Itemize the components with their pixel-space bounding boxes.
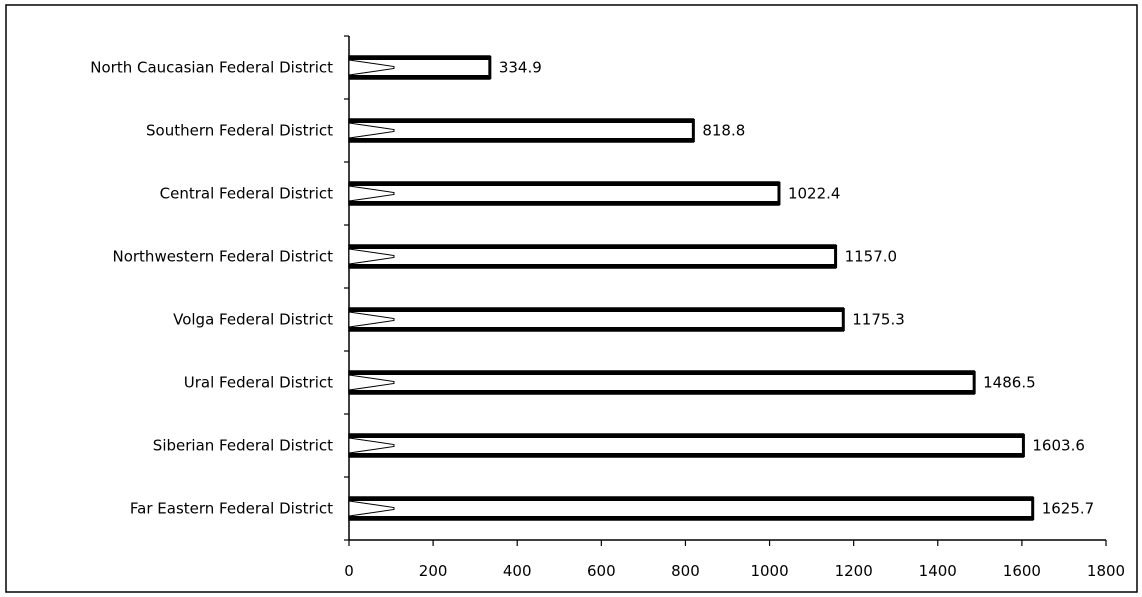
category-label: Volga Federal District <box>173 311 333 329</box>
x-tick-label: 1200 <box>835 562 873 580</box>
x-tick-label: 1800 <box>1087 562 1125 580</box>
bar-notch <box>348 248 395 265</box>
category-label: Southern Federal District <box>146 122 333 140</box>
bar-notch <box>348 374 395 391</box>
bar-notch <box>348 59 395 76</box>
category-label: Far Eastern Federal District <box>130 500 333 518</box>
plot-area: 0 200 400 600 800 1000 1200 1400 1600 1800 North C… <box>90 35 1125 580</box>
category-label: North Caucasian Federal District <box>90 59 333 77</box>
value-label: 334.9 <box>499 59 542 77</box>
value-label: 1175.3 <box>852 311 905 329</box>
x-tick-label: 1600 <box>1003 562 1041 580</box>
x-tick-label: 800 <box>671 562 700 580</box>
value-label: 1157.0 <box>845 248 898 266</box>
value-label: 818.8 <box>702 122 745 140</box>
value-label: 1486.5 <box>983 374 1035 392</box>
bar-notch <box>348 500 395 517</box>
value-label: 1022.4 <box>788 185 841 203</box>
x-tick-label: 400 <box>503 562 532 580</box>
category-label: Ural Federal District <box>184 374 333 392</box>
x-tick-label: 1400 <box>919 562 957 580</box>
x-tick-label: 0 <box>344 562 354 580</box>
bar-notch <box>348 185 395 202</box>
category-label: Central Federal District <box>160 185 333 203</box>
x-tick-label: 200 <box>419 562 448 580</box>
x-tick-label: 1000 <box>750 562 788 580</box>
x-tick-label: 600 <box>587 562 616 580</box>
chart-border <box>5 4 1138 593</box>
bar-notch <box>348 437 395 454</box>
bar-notch <box>348 122 395 139</box>
bar-notch <box>348 311 395 328</box>
value-label: 1625.7 <box>1042 500 1095 518</box>
category-label: Northwestern Federal District <box>112 248 333 266</box>
value-label: 1603.6 <box>1032 437 1085 455</box>
category-label: Siberian Federal District <box>153 437 333 455</box>
